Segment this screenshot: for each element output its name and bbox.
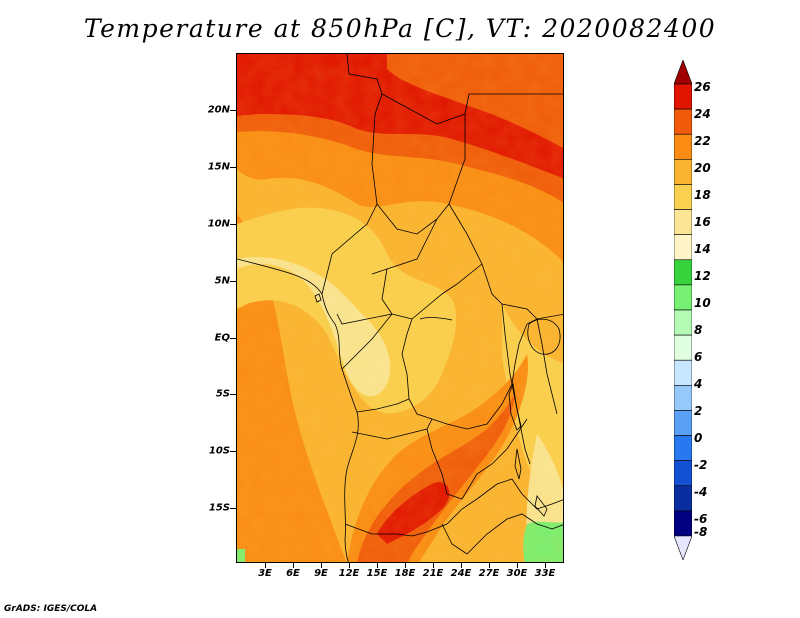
y-axis-label-10s: 10S [208,445,230,457]
y-axis-label-15n: 15N [207,161,230,173]
colorbar-label: -6 [694,512,708,526]
temperature-field [237,54,563,562]
x-tick [461,563,462,568]
colorbar-segment [674,385,692,411]
country-borders [237,54,563,562]
lakes [314,293,561,517]
colorbar-segment [674,460,692,487]
y-tick [230,508,236,509]
colorbar-segment [674,133,692,160]
colorbar-label: 0 [694,431,703,445]
y-tick [230,281,236,282]
x-tick [293,563,294,568]
x-axis-label-30e: 30E [506,568,528,579]
colorbar-segment [674,234,692,261]
contour-texture [237,54,563,562]
colorbar-label: 12 [694,269,711,283]
colorbar-segment [674,309,692,336]
y-tick [230,224,236,225]
y-tick [230,110,236,111]
x-axis-label-15e: 15E [366,568,388,579]
colorbar-segment [674,159,692,185]
colorbar-label: 8 [694,323,703,337]
map-plot-area [236,53,564,563]
y-axis-label-5s: 5S [215,388,230,400]
colorbar-label: 14 [694,242,711,256]
colorbar-segment [674,284,692,311]
y-tick [230,394,236,395]
x-tick [517,563,518,568]
colorbar-segment [674,334,692,361]
colorbar-segment [674,108,692,135]
y-axis-label-eq: EQ [214,332,230,344]
x-axis-label-6e: 6E [286,568,300,579]
x-tick [489,563,490,568]
x-axis-label-9e: 9E [314,568,328,579]
x-axis-label-24e: 24E [450,568,472,579]
colorbar-label: -4 [694,485,708,499]
colorbar-label: 16 [694,215,711,229]
y-axis-label-15s: 15S [208,502,230,514]
y-axis-label-10n: 10N [207,218,230,230]
y-tick [230,167,236,168]
x-axis-label-12e: 12E [338,568,360,579]
y-axis-label-20n: 20N [207,104,230,116]
x-axis-label-33e: 33E [534,568,556,579]
x-tick [265,563,266,568]
x-axis-label-21e: 21E [422,568,444,579]
colorbar-label: 18 [694,188,711,202]
colorbar-segment [674,485,692,512]
x-tick [377,563,378,568]
colorbar-segment [674,259,692,286]
colorbar-label: 26 [694,80,711,94]
x-axis-label-27e: 27E [478,568,500,579]
colorbar-label: 2 [694,404,703,418]
y-tick [230,451,236,452]
footer-credit: GrADS: IGES/COLA [4,604,98,614]
colorbar-segment [674,60,692,85]
colorbar-segment [674,209,692,235]
x-tick [405,563,406,568]
x-axis-label-3e: 3E [258,568,272,579]
colorbar-segment [674,510,692,537]
colorbar-label: -8 [694,525,708,539]
colorbar-label: 6 [694,350,703,364]
colorbar-label: 24 [694,107,711,121]
x-tick [545,563,546,568]
colorbar-segment [674,184,692,210]
x-axis-label-18e: 18E [394,568,416,579]
colorbar-label: 4 [694,377,703,391]
colorbar-segment [674,83,692,110]
chart-title: Temperature at 850hPa [C], VT: 202008240… [83,14,717,43]
colorbar-segment [674,410,692,436]
colorbar-label: 10 [694,296,711,310]
colorbar-label: -2 [694,458,708,472]
x-tick [433,563,434,568]
y-tick [230,338,236,339]
y-axis-label-5n: 5N [214,275,230,287]
x-tick [349,563,350,568]
x-tick [321,563,322,568]
colorbar-segment [674,359,692,386]
colorbar [674,60,692,560]
colorbar-segment [674,435,692,461]
colorbar-segment [674,535,692,560]
colorbar-label: 20 [694,161,711,175]
colorbar-label: 22 [694,134,711,148]
